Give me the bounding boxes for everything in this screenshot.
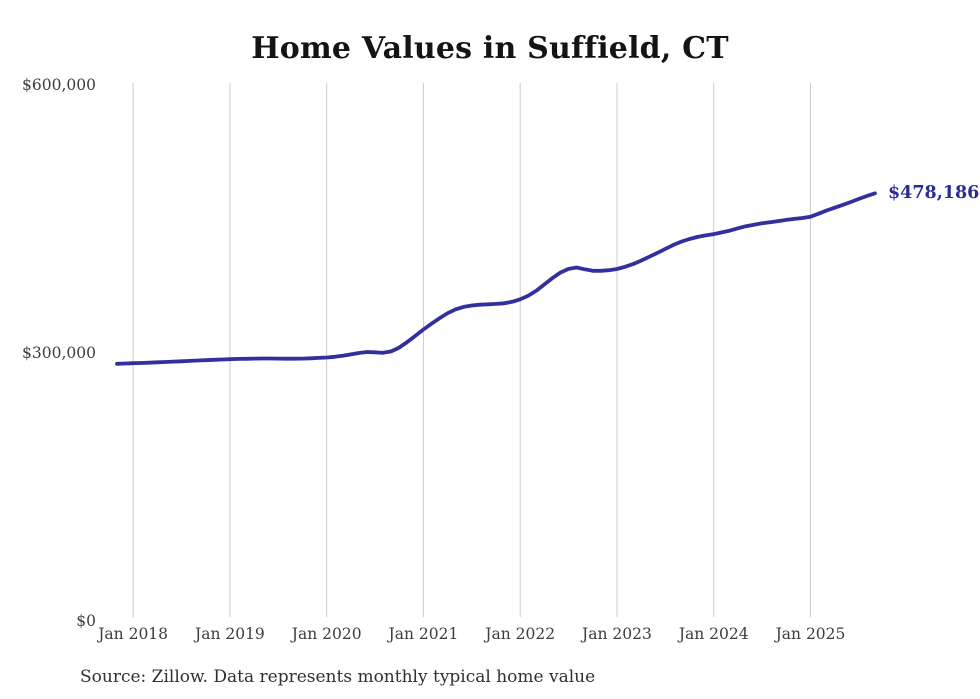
x-tick-label: Jan 2018 [98, 625, 169, 643]
y-tick-label: $600,000 [22, 75, 96, 94]
x-tick-label: Jan 2020 [291, 625, 362, 643]
home-value-line [115, 191, 877, 366]
chart-title: Home Values in Suffield, CT [251, 31, 729, 66]
x-tick-label: Jan 2019 [194, 625, 265, 643]
latest-value-label: $478,186 [888, 183, 980, 204]
x-tick-label: Jan 2022 [485, 625, 556, 643]
x-tick-label: Jan 2025 [775, 625, 846, 643]
y-tick-label: $300,000 [22, 343, 96, 362]
x-tick-label: Jan 2023 [582, 625, 652, 643]
source-note: Source: Zillow. Data represents monthly … [80, 667, 596, 687]
x-tick-label: Jan 2024 [678, 625, 749, 643]
y-tick-label: $0 [76, 611, 96, 630]
x-tick-label: Jan 2021 [388, 625, 459, 643]
